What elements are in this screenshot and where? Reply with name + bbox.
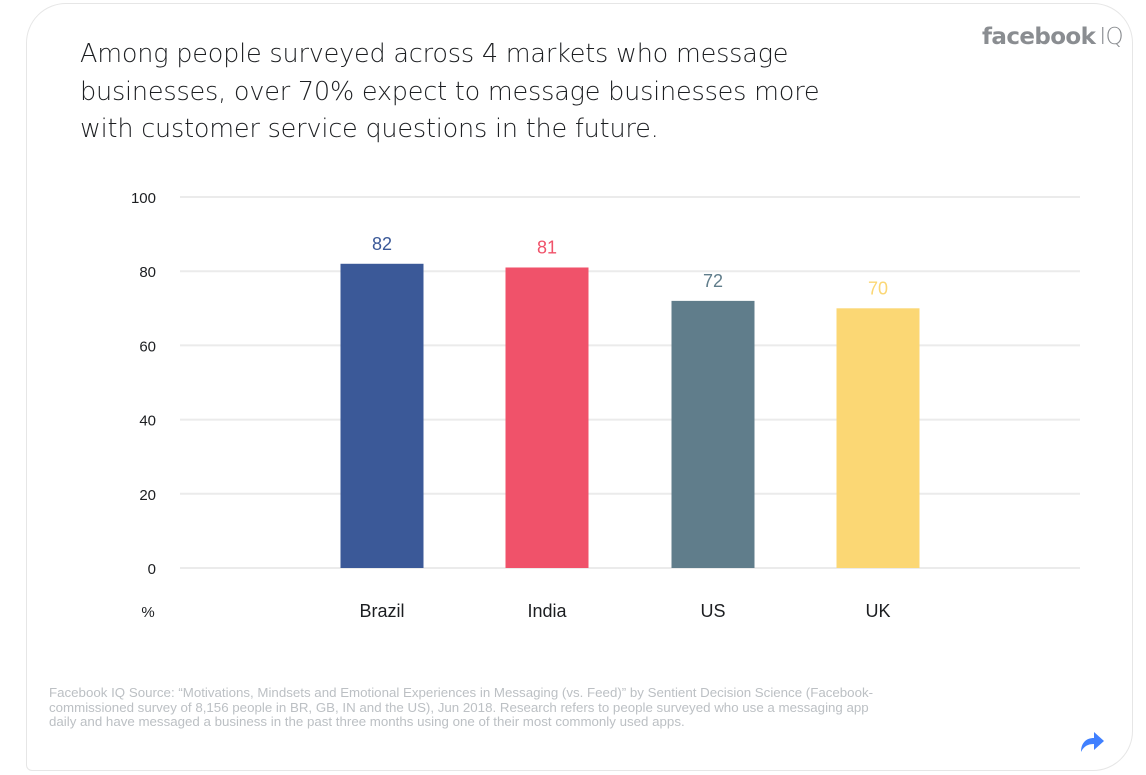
- gridlines: [180, 196, 1080, 569]
- chart-title: Among people surveyed across 4 markets w…: [80, 39, 820, 144]
- value-label: 82: [372, 234, 392, 254]
- bar-india: [505, 267, 589, 568]
- source-note: Facebook IQ Source: “Motivations, Mindse…: [49, 685, 874, 730]
- bar-brazil: [340, 263, 424, 568]
- y-tick-label: 40: [139, 413, 156, 430]
- bar-uk: [836, 308, 920, 568]
- x-tick-label: Brazil: [359, 601, 404, 621]
- y-tick-label: 60: [139, 338, 156, 355]
- value-labels: 82 81 72 70: [372, 234, 888, 299]
- facebook-iq-logo: facebook IQ: [982, 24, 1124, 50]
- value-label: 72: [703, 271, 723, 291]
- x-tick-label: India: [527, 601, 567, 621]
- share-arrow-icon: [1081, 732, 1104, 752]
- y-tick-label: 80: [139, 264, 156, 281]
- y-axis: 0 20 40 60 80 100: [131, 190, 156, 578]
- x-axis: Brazil India US UK: [359, 601, 890, 621]
- bar-us: [671, 300, 755, 568]
- value-label: 81: [537, 237, 557, 257]
- share-button[interactable]: [1079, 730, 1105, 754]
- x-tick-label: US: [700, 601, 725, 621]
- brand-iq: IQ: [1099, 24, 1124, 50]
- value-label: 70: [868, 278, 888, 298]
- y-axis-unit-label: %: [141, 604, 154, 621]
- brand-facebook: facebook: [982, 24, 1096, 50]
- y-tick-label: 20: [139, 487, 156, 504]
- y-tick-label: 100: [131, 190, 156, 207]
- bars: [340, 263, 920, 568]
- x-tick-label: UK: [865, 601, 890, 621]
- y-tick-label: 0: [148, 561, 156, 578]
